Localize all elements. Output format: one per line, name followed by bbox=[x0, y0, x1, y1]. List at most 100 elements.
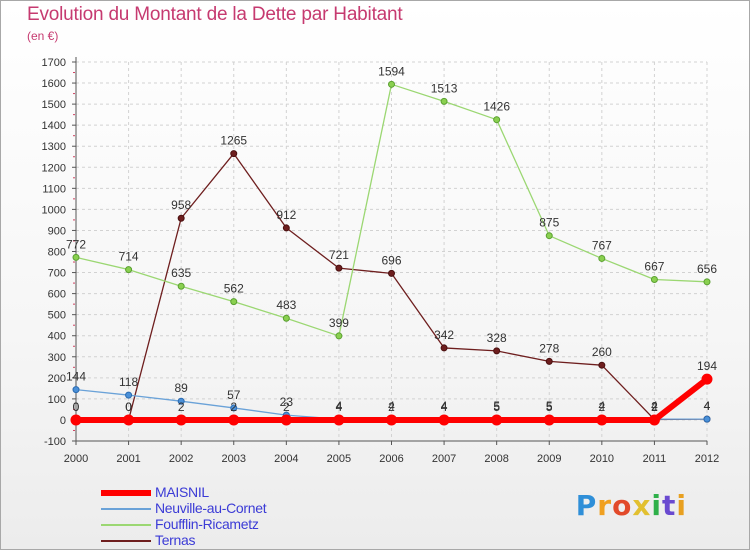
data-point-maisnil bbox=[70, 414, 82, 426]
data-label-neuville-au-cornet: 118 bbox=[119, 375, 138, 389]
data-label-foufflin-ricametz: 399 bbox=[329, 316, 349, 330]
data-point-maisnil bbox=[596, 414, 608, 426]
data-label-neuville-au-cornet: 4 bbox=[704, 399, 711, 413]
y-tick-label: 100 bbox=[48, 394, 66, 406]
data-point-neuville-au-cornet bbox=[177, 397, 185, 405]
y-tick-label: -100 bbox=[44, 436, 66, 448]
data-label-neuville-au-cornet: 4 bbox=[598, 399, 605, 413]
data-point-maisnil bbox=[123, 414, 135, 426]
data-point-maisnil bbox=[175, 414, 187, 426]
y-tick-label: 1400 bbox=[42, 120, 66, 132]
data-point-maisnil bbox=[648, 414, 660, 426]
legend-label: Foufflin-Ricametz bbox=[155, 516, 259, 532]
data-point-foufflin-ricametz bbox=[177, 282, 185, 290]
data-point-neuville-au-cornet bbox=[72, 386, 80, 394]
data-point-foufflin-ricametz bbox=[650, 276, 658, 284]
x-tick-label: 2008 bbox=[484, 453, 508, 465]
data-label-ternas: 0 bbox=[73, 400, 80, 414]
legend-label: MAISNIL bbox=[155, 484, 209, 500]
y-tick-label: 1500 bbox=[42, 99, 66, 111]
logo-letter: x bbox=[632, 489, 652, 522]
data-label-maisnil: 2 bbox=[283, 400, 290, 414]
data-point-foufflin-ricametz bbox=[125, 266, 133, 274]
y-tick-label: 200 bbox=[48, 373, 66, 385]
data-label-neuville-au-cornet: 5 bbox=[546, 399, 553, 413]
data-label-ternas: 0 bbox=[125, 400, 132, 414]
x-tick-label: 2000 bbox=[64, 453, 88, 465]
y-tick-label: 1200 bbox=[42, 162, 66, 174]
logo-letter: i bbox=[676, 489, 687, 522]
legend-label: Neuville-au-Cornet bbox=[155, 500, 267, 516]
data-point-ternas bbox=[335, 264, 343, 272]
data-label-maisnil: 194 bbox=[697, 359, 717, 373]
data-point-maisnil bbox=[333, 414, 345, 426]
data-label-ternas: 912 bbox=[276, 208, 296, 222]
data-label-neuville-au-cornet: 89 bbox=[174, 381, 188, 395]
y-tick-label: 1600 bbox=[42, 78, 66, 90]
data-label-ternas: 1265 bbox=[220, 134, 247, 148]
data-label-maisnil: 2 bbox=[178, 400, 185, 414]
x-axis: 2000 2001 2002 2003 2004 2005 2006 2007 2008 2009… bbox=[64, 440, 719, 465]
data-label-neuville-au-cornet: 5 bbox=[493, 399, 500, 413]
data-label-foufflin-ricametz: 772 bbox=[66, 237, 86, 251]
x-tick-label: 2001 bbox=[116, 453, 140, 465]
data-point-ternas bbox=[545, 357, 553, 365]
data-label-neuville-au-cornet: 23 bbox=[280, 395, 294, 409]
data-point-foufflin-ricametz bbox=[72, 253, 80, 261]
y-tick-label: 800 bbox=[48, 247, 66, 259]
data-label-neuville-au-cornet: 144 bbox=[66, 370, 86, 384]
data-label-ternas: 278 bbox=[539, 341, 559, 355]
data-label-maisnil: 2 bbox=[598, 400, 605, 414]
series-group bbox=[70, 80, 713, 426]
data-label-neuville-au-cornet: 4 bbox=[388, 399, 395, 413]
data-label-maisnil: 2 bbox=[230, 400, 237, 414]
data-point-maisnil bbox=[438, 414, 450, 426]
data-label-neuville-au-cornet: 4 bbox=[651, 399, 658, 413]
data-label-ternas: 4 bbox=[704, 399, 711, 413]
data-point-foufflin-ricametz bbox=[230, 298, 238, 306]
logo-letter: t bbox=[662, 489, 677, 522]
data-point-foufflin-ricametz bbox=[388, 80, 395, 88]
data-point-ternas bbox=[440, 344, 448, 352]
x-tick-label: 2002 bbox=[169, 453, 193, 465]
x-tick-label: 2011 bbox=[643, 453, 667, 465]
chart-title: Evolution du Montant de la Dette par Hab… bbox=[27, 4, 403, 25]
chart-subtitle: (en €) bbox=[27, 29, 59, 43]
data-point-ternas bbox=[598, 361, 606, 369]
data-label-ternas: 721 bbox=[329, 248, 349, 262]
data-label-maisnil: 5 bbox=[546, 400, 553, 414]
data-label-foufflin-ricametz: 714 bbox=[119, 250, 139, 264]
logo-letter: i bbox=[651, 489, 662, 522]
y-tick-label: 700 bbox=[48, 268, 66, 280]
data-point-maisnil bbox=[228, 414, 240, 426]
data-label-maisnil: 2 bbox=[651, 400, 658, 414]
legend-swatch bbox=[101, 540, 151, 542]
x-tick-label: 2007 bbox=[432, 453, 456, 465]
y-tick-label: 900 bbox=[48, 225, 66, 237]
data-point-foufflin-ricametz bbox=[335, 332, 343, 340]
y-tick-label: 0 bbox=[60, 415, 66, 427]
x-tick-label: 2005 bbox=[327, 453, 351, 465]
data-label-ternas: 260 bbox=[592, 345, 612, 359]
data-label-neuville-au-cornet: 57 bbox=[227, 388, 241, 402]
data-point-neuville-au-cornet bbox=[230, 404, 238, 412]
logo-letter: r bbox=[597, 489, 613, 522]
x-tick-label: 2012 bbox=[695, 453, 719, 465]
x-tick-label: 2004 bbox=[274, 453, 298, 465]
legend-swatch bbox=[101, 508, 151, 510]
data-label-foufflin-ricametz: 1513 bbox=[431, 81, 458, 95]
logo-letter: P bbox=[575, 489, 598, 522]
data-point-maisnil bbox=[701, 373, 713, 385]
data-point-maisnil bbox=[280, 414, 292, 426]
data-label-foufflin-ricametz: 562 bbox=[224, 282, 244, 296]
y-tick-label: 1100 bbox=[42, 183, 66, 195]
data-label-neuville-au-cornet: 4 bbox=[441, 399, 448, 413]
legend-swatch bbox=[101, 490, 151, 496]
data-point-foufflin-ricametz bbox=[703, 278, 711, 286]
y-tick-label: 600 bbox=[48, 289, 66, 301]
x-tick-label: 2010 bbox=[590, 453, 614, 465]
data-label-ternas: 696 bbox=[381, 253, 401, 267]
